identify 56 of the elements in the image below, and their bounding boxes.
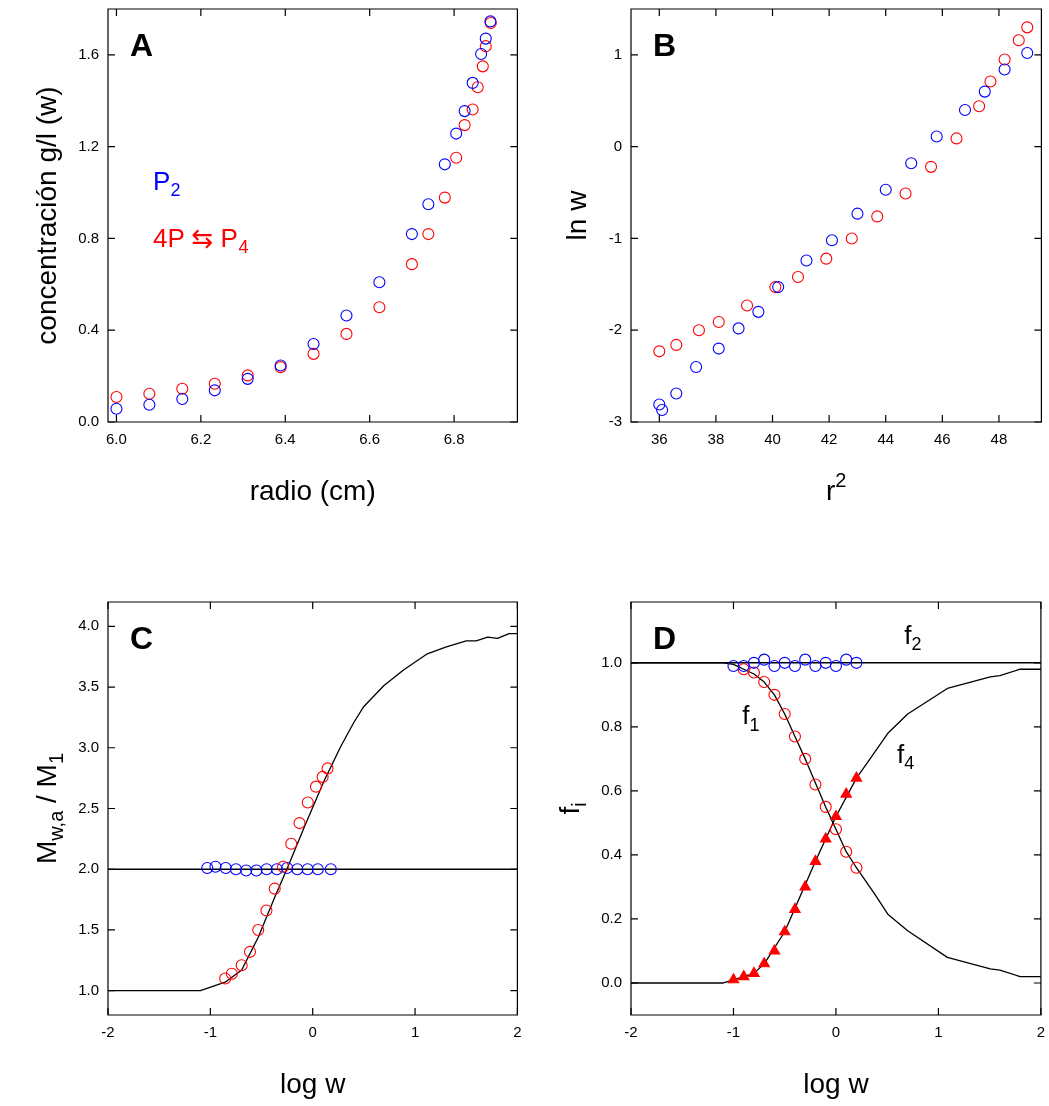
annotation: A [130, 26, 154, 63]
y-axis-title: concentración g/l (w) [30, 86, 62, 345]
y-tick-label: -1 [608, 228, 623, 246]
y-axis-title: fi [553, 802, 590, 815]
x-tick-label: 6.6 [359, 430, 381, 448]
y-tick-label: -3 [608, 412, 623, 430]
x-tick-label: -2 [101, 1023, 115, 1041]
y-axis-title: ln w [561, 189, 593, 241]
x-tick-label: 0 [308, 1023, 317, 1041]
x-tick-label: 0 [831, 1023, 841, 1041]
x-tick-label: 6.8 [443, 430, 465, 448]
y-tick-label: 1.0 [601, 652, 623, 670]
x-tick-label: 46 [934, 430, 951, 448]
x-axis-title: radio (cm) [249, 474, 376, 506]
y-tick-label: 3.0 [78, 737, 100, 755]
y-tick-label: 0.6 [601, 781, 623, 799]
x-tick-label: 48 [990, 430, 1008, 448]
x-axis-title: log w [280, 1067, 347, 1099]
y-tick-label: 0.8 [601, 717, 623, 734]
y-tick-label: 1.6 [78, 45, 100, 63]
y-tick-label: 4.0 [78, 616, 100, 634]
y-tick-label: 2.0 [78, 859, 100, 877]
x-tick-label: 36 [650, 430, 668, 448]
y-tick-label: 1.2 [78, 136, 100, 154]
y-tick-label: 1.0 [78, 980, 100, 998]
y-tick-label: 1 [613, 45, 622, 63]
y-tick-label: 2.5 [78, 798, 100, 816]
x-tick-label: 6.0 [106, 430, 127, 448]
x-tick-label: -1 [726, 1023, 741, 1041]
x-axis-title: log w [803, 1067, 870, 1099]
x-tick-label: -2 [624, 1023, 638, 1041]
x-tick-label: 2 [513, 1023, 522, 1041]
x-tick-label: -1 [203, 1023, 218, 1041]
x-tick-label: 40 [764, 430, 781, 448]
y-axis-title: Mw,a / M1 [30, 752, 67, 865]
y-tick-label: 0.0 [78, 412, 100, 430]
x-tick-label: 6.4 [274, 430, 296, 448]
y-tick-label: 0.2 [601, 909, 623, 927]
annotation: C [130, 619, 154, 656]
annotation: B [653, 26, 677, 63]
x-tick-label: 42 [820, 430, 838, 448]
annotation: D [653, 619, 677, 656]
y-tick-label: 0.4 [78, 320, 100, 338]
x-tick-label: 38 [707, 430, 725, 448]
x-tick-label: 1 [934, 1023, 943, 1041]
y-tick-label: 0.0 [601, 973, 623, 991]
y-tick-label: -2 [608, 320, 623, 338]
y-tick-label: 0 [613, 136, 622, 154]
x-tick-label: 1 [410, 1023, 420, 1041]
x-tick-label: 6.2 [190, 430, 212, 448]
y-tick-label: 1.5 [78, 920, 100, 938]
x-tick-label: 44 [877, 430, 895, 448]
y-tick-label: 3.5 [78, 677, 100, 695]
y-tick-label: 0.4 [601, 845, 623, 863]
y-tick-label: 0.8 [78, 228, 100, 246]
x-tick-label: 2 [1036, 1023, 1046, 1041]
